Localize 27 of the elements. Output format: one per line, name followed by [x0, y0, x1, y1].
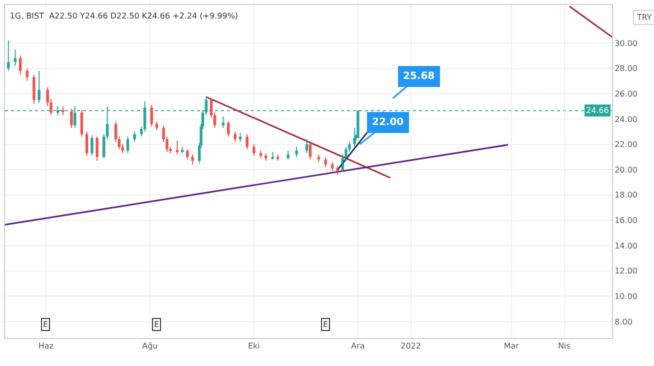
y-tick-label: 22.00	[614, 140, 638, 150]
x-tick-label: Eki	[248, 342, 260, 351]
y-tick-label: 26.00	[614, 89, 638, 98]
y-tick-label: 18.00	[614, 190, 638, 200]
text: 1G, BIST A22.50 Y24.66 D22.50 K24.66 +2.24 (+9.99%)	[10, 11, 238, 20]
x-tick-label: Ağu	[142, 342, 158, 351]
y-tick-label: 30.00	[614, 38, 638, 48]
y-tick-label: 10.00	[614, 292, 638, 302]
annotation: 22.00	[372, 117, 404, 128]
y-tick-label: 8.00	[614, 317, 632, 326]
annotation: E	[43, 320, 48, 329]
y-tick-label: 14.00	[614, 241, 638, 250]
annotation: E	[154, 320, 160, 329]
y-tick-label: 20.00	[614, 165, 638, 174]
y-tick-label: 28.00	[614, 64, 638, 74]
text: TRY	[636, 13, 652, 22]
x-tick-label: Nis	[558, 342, 570, 351]
annotation: E	[323, 320, 328, 329]
annotation: 25.68	[403, 71, 435, 82]
ref-line-label: 24.66	[586, 106, 609, 115]
x-tick-label: 2022	[400, 342, 421, 351]
x-tick-label: Ara	[351, 342, 365, 351]
y-tick-label: 12.00	[614, 266, 638, 276]
y-tick-label: 16.00	[614, 216, 638, 226]
y-tick-label: 24.00	[614, 114, 638, 124]
x-tick-label: Mar	[504, 342, 520, 351]
x-tick-label: Haz	[38, 342, 54, 351]
